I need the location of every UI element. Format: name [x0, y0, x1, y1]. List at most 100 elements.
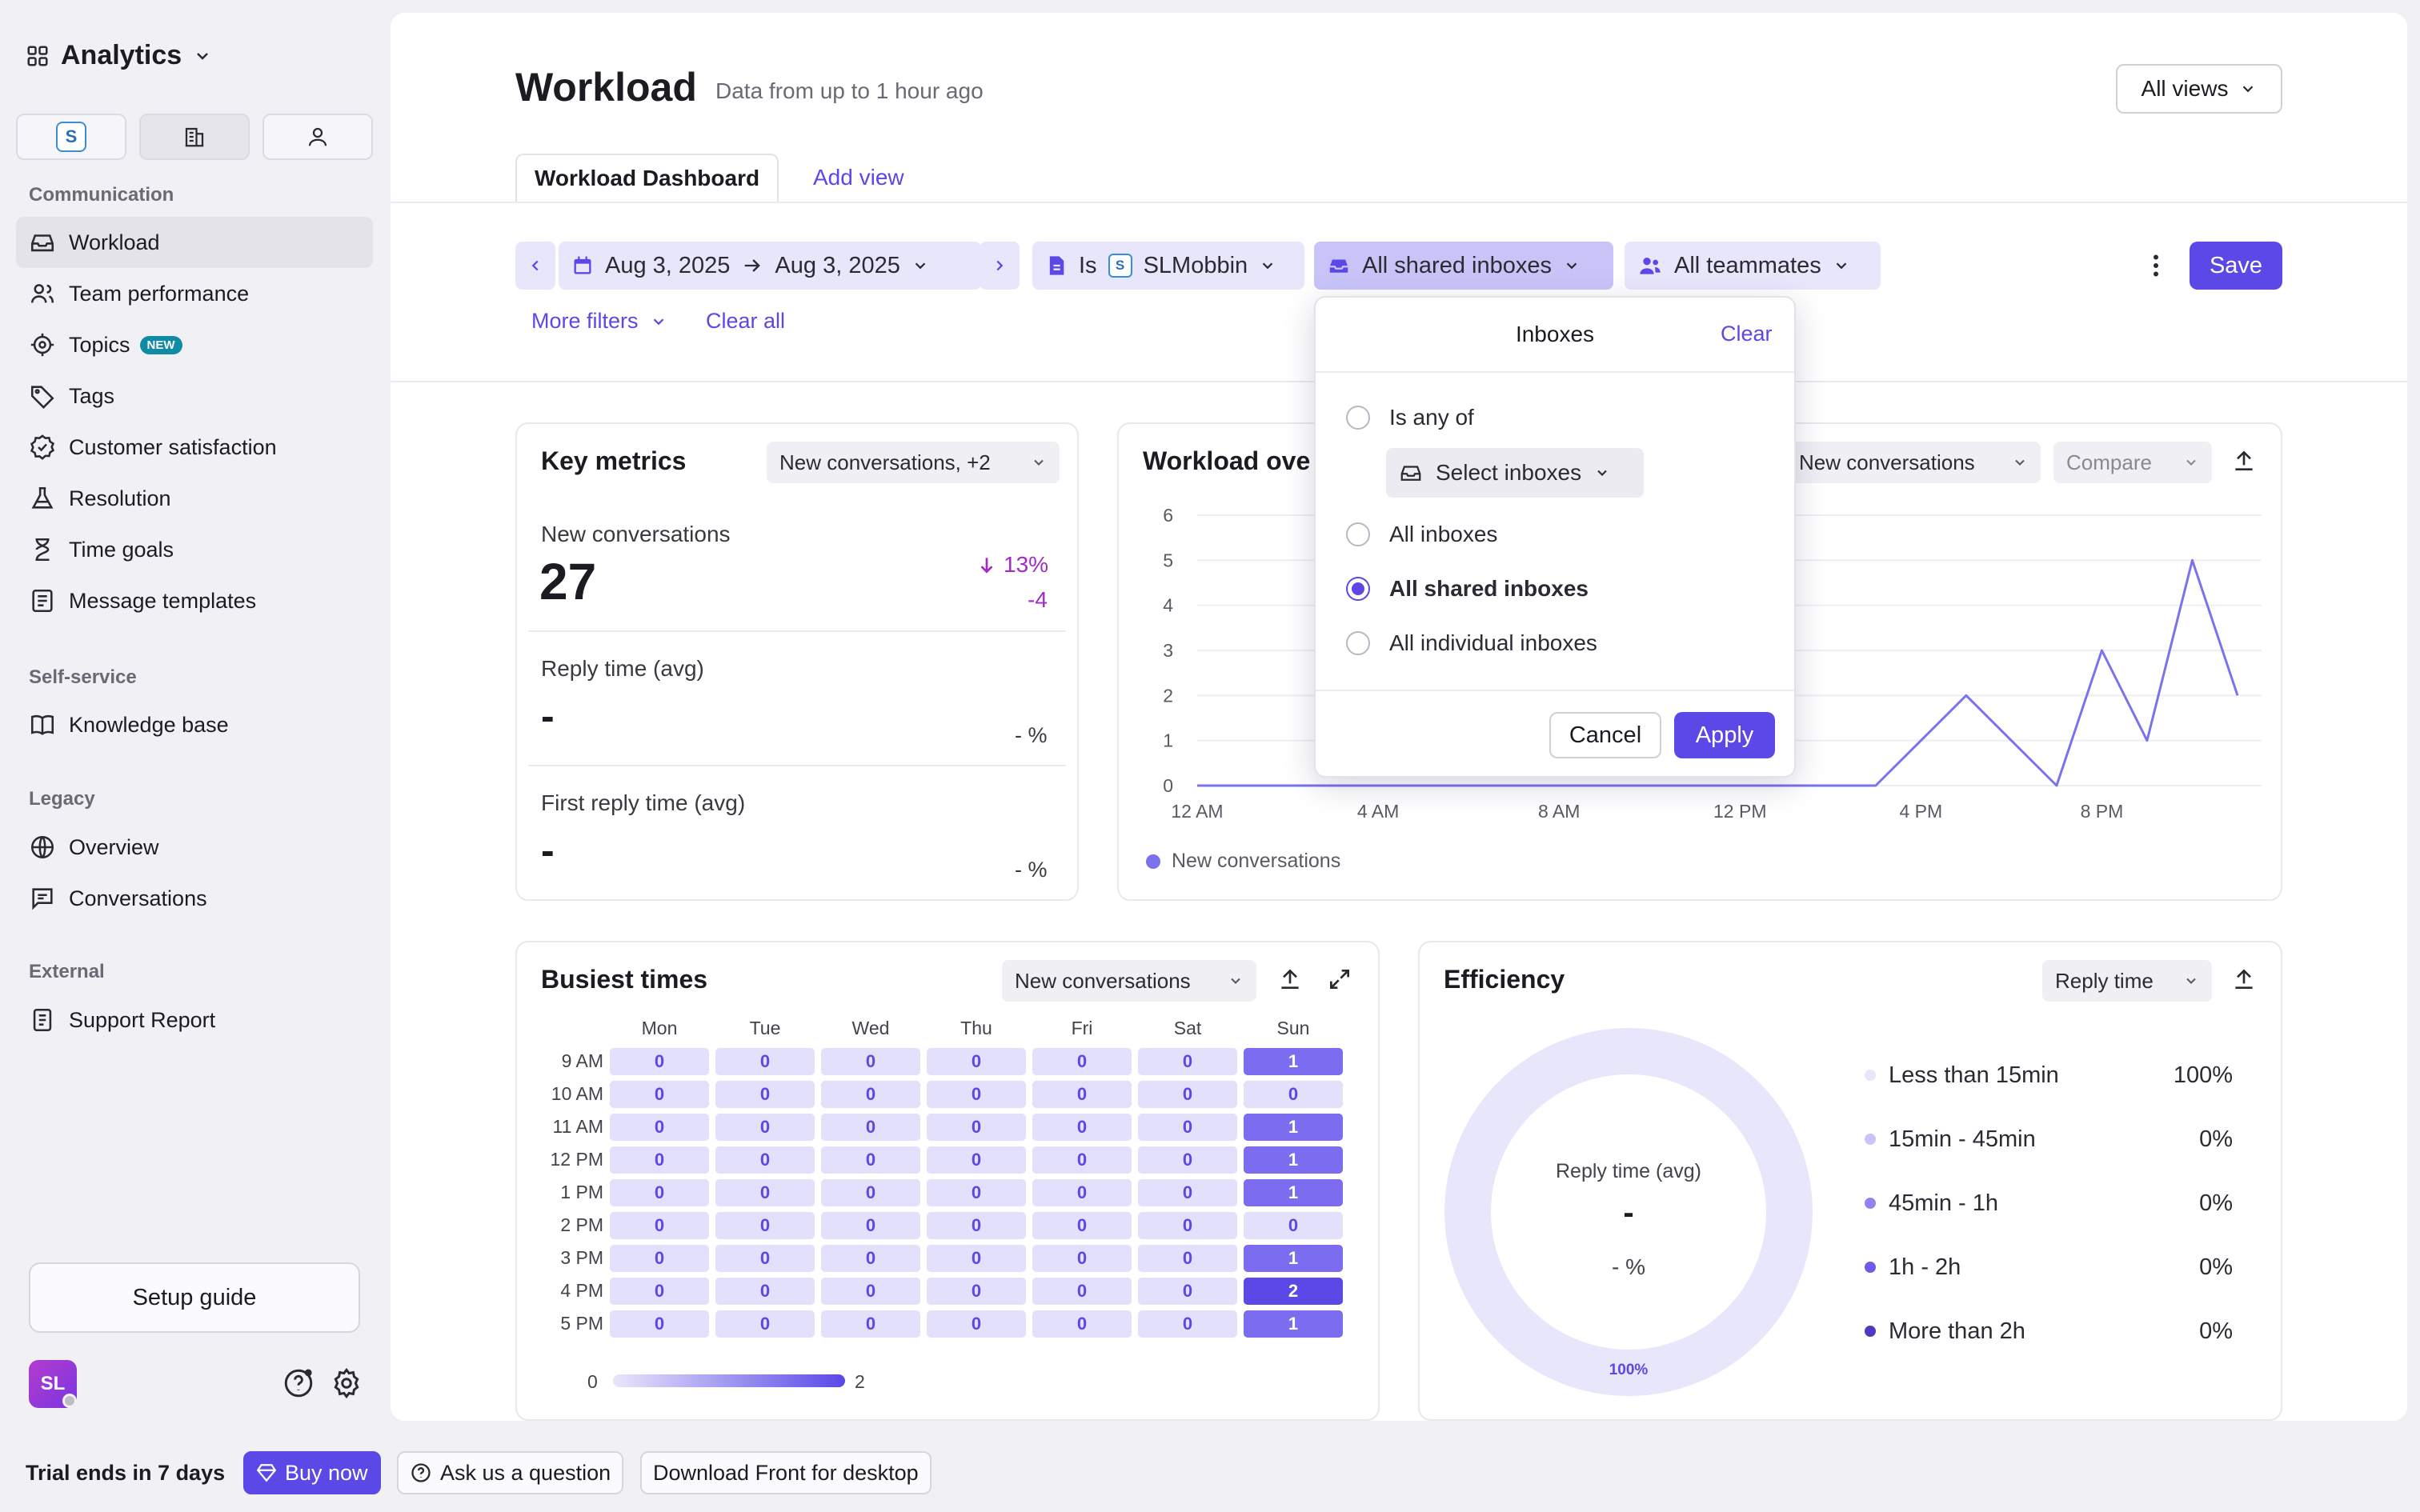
more-filters-button[interactable]: More filters [531, 309, 667, 334]
heatmap-cell[interactable]: 0 [1138, 1047, 1237, 1075]
heatmap-cell[interactable]: 0 [1138, 1244, 1237, 1272]
heatmap-cell[interactable]: 0 [1032, 1146, 1132, 1174]
heatmap-cell[interactable]: 0 [1138, 1211, 1237, 1239]
heatmap-cell[interactable]: 0 [610, 1113, 709, 1141]
teammates-filter[interactable]: All teammates [1625, 242, 1881, 290]
workspace-switch-button[interactable]: S [16, 114, 126, 160]
heatmap-cell[interactable]: 0 [715, 1310, 815, 1338]
heatmap-cell[interactable]: 0 [715, 1080, 815, 1108]
heatmap-cell[interactable]: 0 [821, 1113, 920, 1141]
expand-icon[interactable] [1327, 966, 1352, 992]
export-icon[interactable] [2231, 966, 2257, 992]
heatmap-cell[interactable]: 0 [1138, 1146, 1237, 1174]
heatmap-cell[interactable]: 0 [1138, 1310, 1237, 1338]
heatmap-cell[interactable]: 0 [821, 1244, 920, 1272]
heatmap-cell[interactable]: 0 [1032, 1113, 1132, 1141]
sidebar-item-tags[interactable]: Tags [16, 370, 373, 422]
save-button[interactable]: Save [2190, 242, 2282, 290]
heatmap-cell[interactable]: 0 [1032, 1047, 1132, 1075]
heatmap-cell[interactable]: 0 [610, 1146, 709, 1174]
heatmap-cell[interactable]: 1 [1244, 1178, 1343, 1206]
heatmap-cell[interactable]: 0 [715, 1047, 815, 1075]
company-view-button[interactable] [139, 114, 250, 160]
apply-button[interactable]: Apply [1674, 712, 1775, 758]
heatmap-cell[interactable]: 0 [927, 1211, 1026, 1239]
heatmap-cell[interactable]: 0 [927, 1113, 1026, 1141]
overview-metric-dropdown[interactable]: New conversations [1786, 442, 2041, 483]
heatmap-cell[interactable]: 0 [927, 1244, 1026, 1272]
help-icon[interactable] [282, 1366, 315, 1400]
sidebar-item-topics[interactable]: Topics NEW [16, 319, 373, 370]
heatmap-cell[interactable]: 0 [1032, 1277, 1132, 1305]
sidebar-item-team-performance[interactable]: Team performance [16, 268, 373, 319]
tab-add-view[interactable]: Add view [813, 165, 904, 190]
heatmap-cell[interactable]: 0 [715, 1277, 815, 1305]
radio-button[interactable] [1346, 631, 1370, 655]
heatmap-cell[interactable]: 0 [610, 1277, 709, 1305]
sidebar-title[interactable]: Analytics [26, 40, 212, 71]
heatmap-cell[interactable]: 0 [610, 1211, 709, 1239]
download-desktop-button[interactable]: Download Front for desktop [640, 1451, 932, 1494]
heatmap-cell[interactable]: 0 [715, 1146, 815, 1174]
heatmap-cell[interactable]: 0 [1032, 1244, 1132, 1272]
heatmap-cell[interactable]: 1 [1244, 1146, 1343, 1174]
tab-workload-dashboard[interactable]: Workload Dashboard [515, 154, 779, 202]
heatmap-cell[interactable]: 0 [927, 1047, 1026, 1075]
efficiency-dropdown[interactable]: Reply time [2042, 960, 2212, 1002]
heatmap-cell[interactable]: 0 [927, 1277, 1026, 1305]
heatmap-cell[interactable]: 2 [1244, 1277, 1343, 1305]
radio-button[interactable] [1346, 406, 1370, 430]
heatmap-cell[interactable]: 0 [821, 1047, 920, 1075]
heatmap-cell[interactable]: 0 [821, 1146, 920, 1174]
heatmap-cell[interactable]: 1 [1244, 1310, 1343, 1338]
heatmap-cell[interactable]: 0 [1032, 1211, 1132, 1239]
heatmap-cell[interactable]: 0 [1138, 1178, 1237, 1206]
select-inboxes-dropdown[interactable]: Select inboxes [1386, 448, 1644, 498]
heatmap-cell[interactable]: 0 [1138, 1080, 1237, 1108]
sidebar-item-workload[interactable]: Workload [16, 217, 373, 268]
heatmap-cell[interactable]: 0 [1244, 1211, 1343, 1239]
heatmap-cell[interactable]: 0 [610, 1080, 709, 1108]
heatmap-cell[interactable]: 0 [821, 1178, 920, 1206]
export-icon[interactable] [1277, 966, 1303, 992]
sidebar-item-support-report[interactable]: Support Report [16, 994, 373, 1046]
heatmap-cell[interactable]: 0 [715, 1113, 815, 1141]
key-metrics-dropdown[interactable]: New conversations, +2 [767, 442, 1060, 483]
heatmap-cell[interactable]: 0 [1138, 1113, 1237, 1141]
sidebar-item-message-templates[interactable]: Message templates [16, 575, 373, 626]
buy-now-button[interactable]: Buy now [243, 1451, 381, 1494]
ask-question-button[interactable]: Ask us a question [397, 1451, 624, 1494]
heatmap-cell[interactable]: 0 [1032, 1080, 1132, 1108]
sidebar-item-customer-satisfaction[interactable]: Customer satisfaction [16, 422, 373, 473]
sidebar-item-overview[interactable]: Overview [16, 822, 373, 873]
more-options-icon[interactable] [2142, 248, 2170, 283]
heatmap-cell[interactable]: 0 [610, 1178, 709, 1206]
heatmap-cell[interactable]: 0 [821, 1277, 920, 1305]
all-views-dropdown[interactable]: All views [2116, 64, 2282, 114]
heatmap-cell[interactable]: 1 [1244, 1244, 1343, 1272]
clear-all-link[interactable]: Clear all [706, 309, 786, 333]
heatmap-cell[interactable]: 1 [1244, 1113, 1343, 1141]
settings-gear-icon[interactable] [330, 1366, 363, 1400]
heatmap-cell[interactable]: 0 [610, 1047, 709, 1075]
option-all-inboxes[interactable]: All inboxes [1346, 522, 1497, 547]
popup-clear-link[interactable]: Clear [1721, 322, 1773, 346]
sidebar-item-conversations[interactable]: Conversations [16, 873, 373, 924]
heatmap-cell[interactable]: 0 [1032, 1310, 1132, 1338]
heatmap-cell[interactable]: 0 [927, 1178, 1026, 1206]
heatmap-cell[interactable]: 0 [715, 1244, 815, 1272]
avatar[interactable]: SL [29, 1360, 77, 1408]
heatmap-cell[interactable]: 0 [927, 1310, 1026, 1338]
option-all-shared-inboxes[interactable]: All shared inboxes [1346, 576, 1589, 602]
heatmap-cell[interactable]: 0 [715, 1211, 815, 1239]
heatmap-cell[interactable]: 0 [1138, 1277, 1237, 1305]
heatmap-cell[interactable]: 0 [821, 1080, 920, 1108]
compare-dropdown[interactable]: Compare [2053, 442, 2212, 483]
date-prev-button[interactable] [515, 242, 555, 290]
setup-guide-button[interactable]: Setup guide [29, 1262, 360, 1333]
heatmap-cell[interactable]: 1 [1244, 1047, 1343, 1075]
sidebar-item-resolution[interactable]: Resolution [16, 473, 373, 524]
option-is-any-of[interactable]: Is any of [1346, 405, 1474, 430]
heatmap-cell[interactable]: 0 [821, 1310, 920, 1338]
date-next-button[interactable] [980, 242, 1020, 290]
